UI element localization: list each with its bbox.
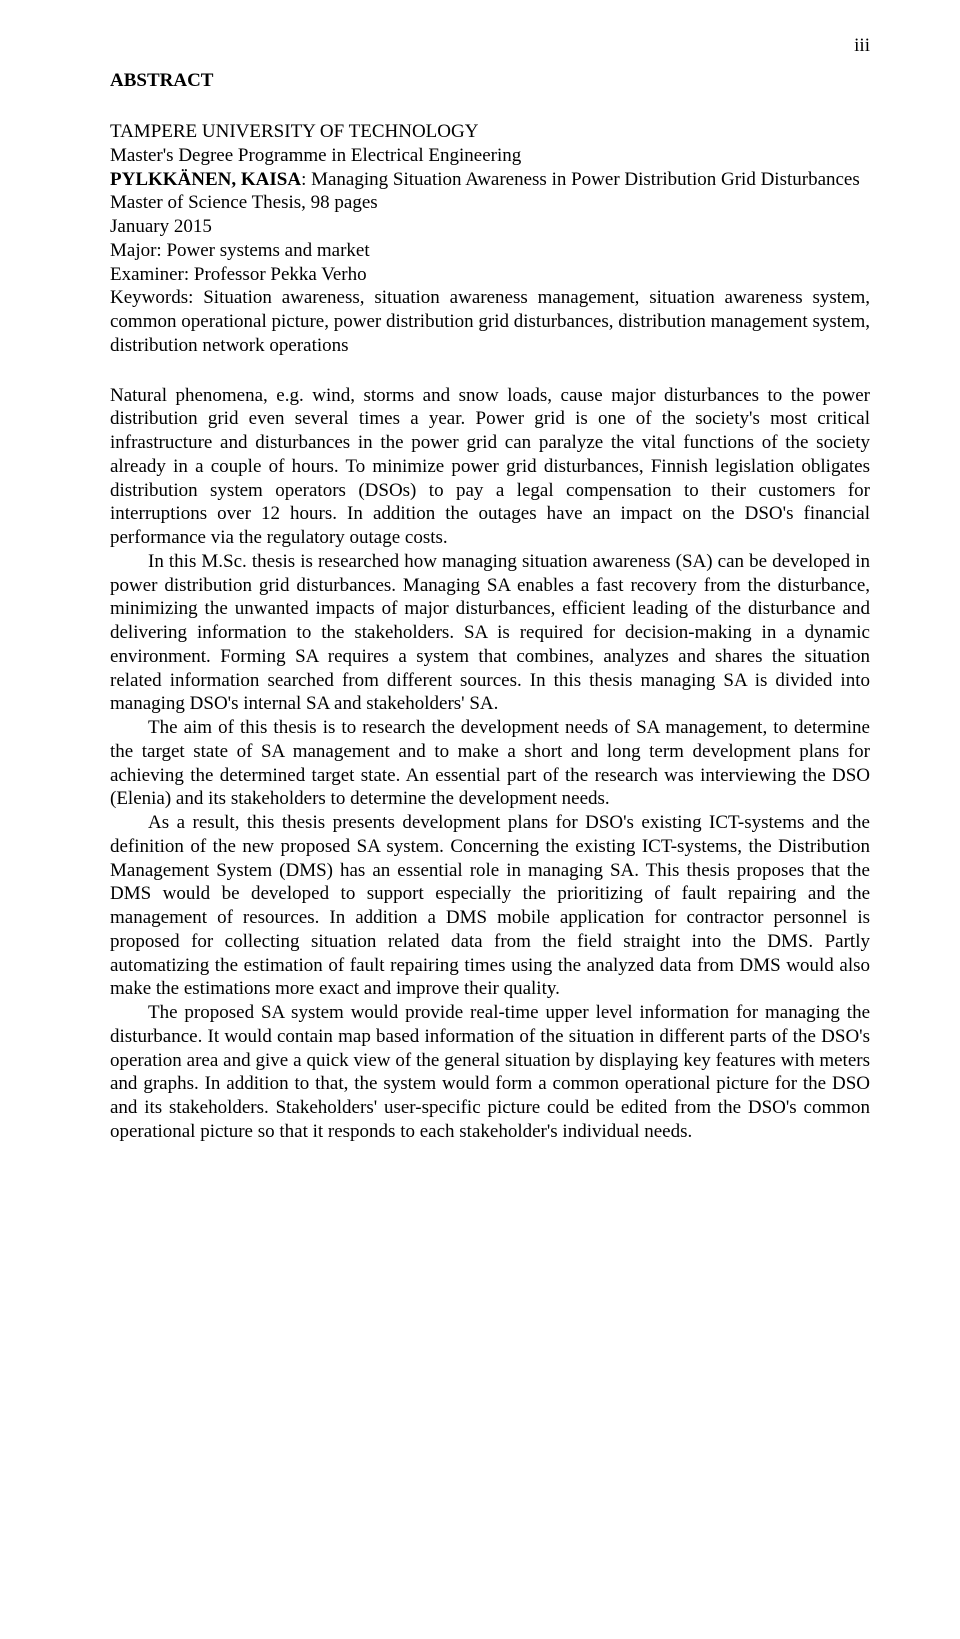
thesis-title: : Managing Situation Awareness in Power …: [301, 169, 860, 190]
thesis-keywords: Keywords: Situation awareness, situation…: [110, 286, 870, 357]
author-name: PYLKKÄNEN, KAISA: [110, 169, 301, 190]
paragraph-4: As a result, this thesis presents develo…: [110, 811, 870, 1001]
university: TAMPERE UNIVERSITY OF TECHNOLOGY: [110, 120, 870, 144]
thesis-major: Major: Power systems and market: [110, 239, 870, 263]
paragraph-3: The aim of this thesis is to research th…: [110, 716, 870, 811]
body-text: Natural phenomena, e.g. wind, storms and…: [110, 384, 870, 1144]
thesis-type: Master of Science Thesis, 98 pages: [110, 191, 870, 215]
meta-block: TAMPERE UNIVERSITY OF TECHNOLOGY Master'…: [110, 120, 870, 358]
thesis-examiner: Examiner: Professor Pekka Verho: [110, 263, 870, 287]
paragraph-1: Natural phenomena, e.g. wind, storms and…: [110, 384, 870, 550]
programme: Master's Degree Programme in Electrical …: [110, 144, 870, 168]
paragraph-5: The proposed SA system would provide rea…: [110, 1001, 870, 1144]
page: iii ABSTRACT TAMPERE UNIVERSITY OF TECHN…: [0, 0, 960, 1639]
abstract-heading: ABSTRACT: [110, 70, 870, 92]
page-number: iii: [854, 35, 870, 57]
thesis-date: January 2015: [110, 215, 870, 239]
paragraph-2: In this M.Sc. thesis is researched how m…: [110, 550, 870, 716]
